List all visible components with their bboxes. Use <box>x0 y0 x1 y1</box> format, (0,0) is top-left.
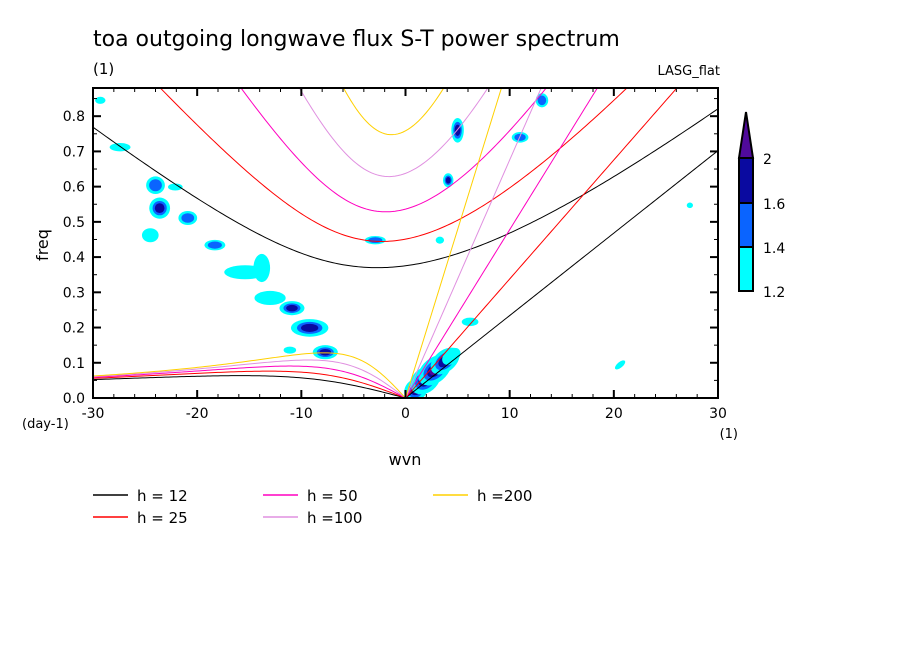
inertio-gravity-curve-h200 <box>342 88 445 136</box>
rossby-curve-h50 <box>93 365 406 398</box>
x-tick-label: -20 <box>186 406 209 422</box>
spectral-power-region <box>109 142 131 152</box>
subtitle-left: (1) <box>93 60 114 78</box>
chart-title: toa outgoing longwave flux S-T power spe… <box>93 27 620 52</box>
colorbar-segment <box>738 246 754 292</box>
inertio-gravity-curve-h50 <box>240 88 547 213</box>
y-tick-label: 0.6 <box>63 180 85 196</box>
spectral-power-region <box>445 177 451 184</box>
spectral-power-region <box>435 236 445 244</box>
kelvin-curve-h100 <box>405 88 542 398</box>
axes: -30 -20 -10 0 10 20 30 0.0 0.1 0.2 0.3 0.4 0.5 0.6 0.7… <box>63 88 727 422</box>
spectral-power-region <box>300 323 319 332</box>
y-tick-label: 0.8 <box>63 109 85 125</box>
rossby-curve-h12 <box>93 375 406 398</box>
inertio-gravity-curve-h12 <box>93 108 718 269</box>
spectral-power-region <box>254 290 286 306</box>
kelvin-curve-h200 <box>405 88 502 398</box>
legend: h = 12 h = 25 h = 50 h =100 h =200 <box>93 487 532 527</box>
y-axis-label: freq <box>33 229 52 261</box>
legend-label: h = 12 <box>137 487 188 505</box>
rossby-curve-h25 <box>93 370 406 398</box>
legend-label: h = 50 <box>307 487 358 505</box>
spectral-power-region <box>283 346 297 354</box>
x-tick-label: 0 <box>401 406 410 422</box>
spectral-power-region <box>686 202 693 209</box>
spectral-power-region <box>368 237 383 244</box>
rossby-curve-h200 <box>93 352 406 398</box>
y-tick-label: 0.1 <box>63 356 85 372</box>
x-tick-label: -30 <box>82 406 105 422</box>
colorbar: 1.2 1.4 1.6 2 <box>737 111 785 301</box>
spectral-power-region <box>253 253 271 283</box>
spectral-power-region <box>319 348 332 356</box>
spectral-power-region <box>95 96 106 104</box>
y-tick-label: 0.5 <box>63 215 85 231</box>
x-unit-label: (1) <box>720 427 738 442</box>
y-tick-label: 0.0 <box>63 391 85 407</box>
x-axis-label: wvn <box>389 450 422 469</box>
y-tick-label: 0.7 <box>63 144 85 160</box>
spectral-power-region <box>614 360 626 370</box>
kelvin-curve-h12 <box>405 150 718 398</box>
kelvin-curve-h50 <box>405 88 598 398</box>
colorbar-label: 1.2 <box>763 285 785 301</box>
kelvin-curve-h25 <box>405 88 678 398</box>
y-tick-label: 0.2 <box>63 321 85 337</box>
plot-frame <box>92 87 719 399</box>
inertio-gravity-curve-h25 <box>159 88 628 242</box>
x-tick-label: -10 <box>290 406 313 422</box>
colorbar-segment <box>738 157 754 204</box>
spectral-power-region <box>154 203 165 214</box>
x-tick-label: 30 <box>709 406 727 422</box>
spectrum-regions <box>95 93 693 398</box>
inertio-gravity-curve-h100 <box>298 88 489 178</box>
spectral-power-region <box>286 304 298 312</box>
legend-label: h =200 <box>477 487 532 505</box>
legend-label: h = 25 <box>137 509 188 527</box>
spectral-power-region <box>537 95 547 106</box>
spectral-power-region <box>181 213 195 223</box>
colorbar-extend-triangle <box>737 111 755 159</box>
rossby-curve-h100 <box>93 359 406 398</box>
subtitle-right: LASG_flat <box>657 64 720 79</box>
spectral-power-region <box>207 241 222 249</box>
x-tick-label: 20 <box>605 406 623 422</box>
colorbar-label: 1.4 <box>763 241 785 257</box>
y-tick-label: 0.4 <box>63 250 85 266</box>
colorbar-label: 1.6 <box>763 197 785 213</box>
dispersion-curves <box>93 88 718 398</box>
y-tick-label: 0.3 <box>63 285 85 301</box>
legend-label: h =100 <box>307 509 362 527</box>
y-unit-label: (day-1) <box>22 417 69 432</box>
colorbar-segment <box>738 202 754 248</box>
spectral-power-region <box>141 228 159 243</box>
spectral-power-region <box>149 179 162 192</box>
spectral-power-region <box>168 183 183 191</box>
x-tick-label: 10 <box>501 406 519 422</box>
spectral-power-region <box>442 347 461 366</box>
colorbar-label: 2 <box>763 152 772 168</box>
